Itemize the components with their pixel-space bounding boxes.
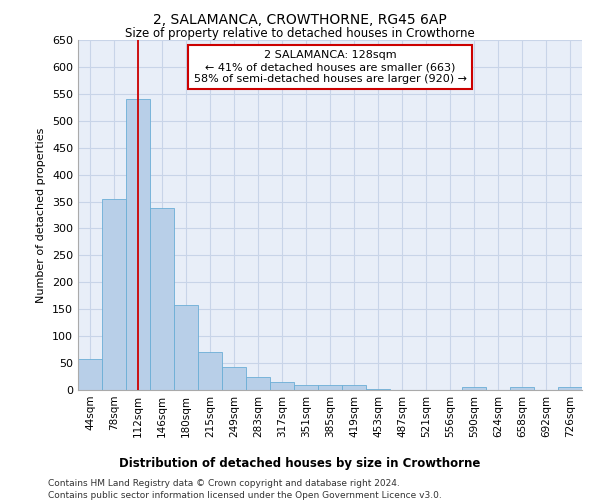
Bar [126, 99, 150, 390]
Bar [246, 376, 270, 390]
Text: Contains public sector information licensed under the Open Government Licence v3: Contains public sector information licen… [48, 491, 442, 500]
Text: 2 SALAMANCA: 128sqm
← 41% of detached houses are smaller (663)
58% of semi-detac: 2 SALAMANCA: 128sqm ← 41% of detached ho… [193, 50, 467, 84]
Bar [462, 388, 486, 390]
Bar [510, 388, 534, 390]
Bar [558, 388, 582, 390]
Text: 2, SALAMANCA, CROWTHORNE, RG45 6AP: 2, SALAMANCA, CROWTHORNE, RG45 6AP [153, 12, 447, 26]
Bar [198, 352, 222, 390]
Text: Distribution of detached houses by size in Crowthorne: Distribution of detached houses by size … [119, 458, 481, 470]
Y-axis label: Number of detached properties: Number of detached properties [37, 128, 46, 302]
Bar [222, 368, 246, 390]
Text: Size of property relative to detached houses in Crowthorne: Size of property relative to detached ho… [125, 28, 475, 40]
Bar [366, 389, 390, 390]
Bar [174, 306, 198, 390]
Text: Contains HM Land Registry data © Crown copyright and database right 2024.: Contains HM Land Registry data © Crown c… [48, 479, 400, 488]
Bar [342, 384, 366, 390]
Bar [270, 382, 294, 390]
Bar [150, 208, 174, 390]
Bar [294, 384, 318, 390]
Bar [78, 359, 102, 390]
Bar [318, 385, 342, 390]
Bar [102, 199, 126, 390]
